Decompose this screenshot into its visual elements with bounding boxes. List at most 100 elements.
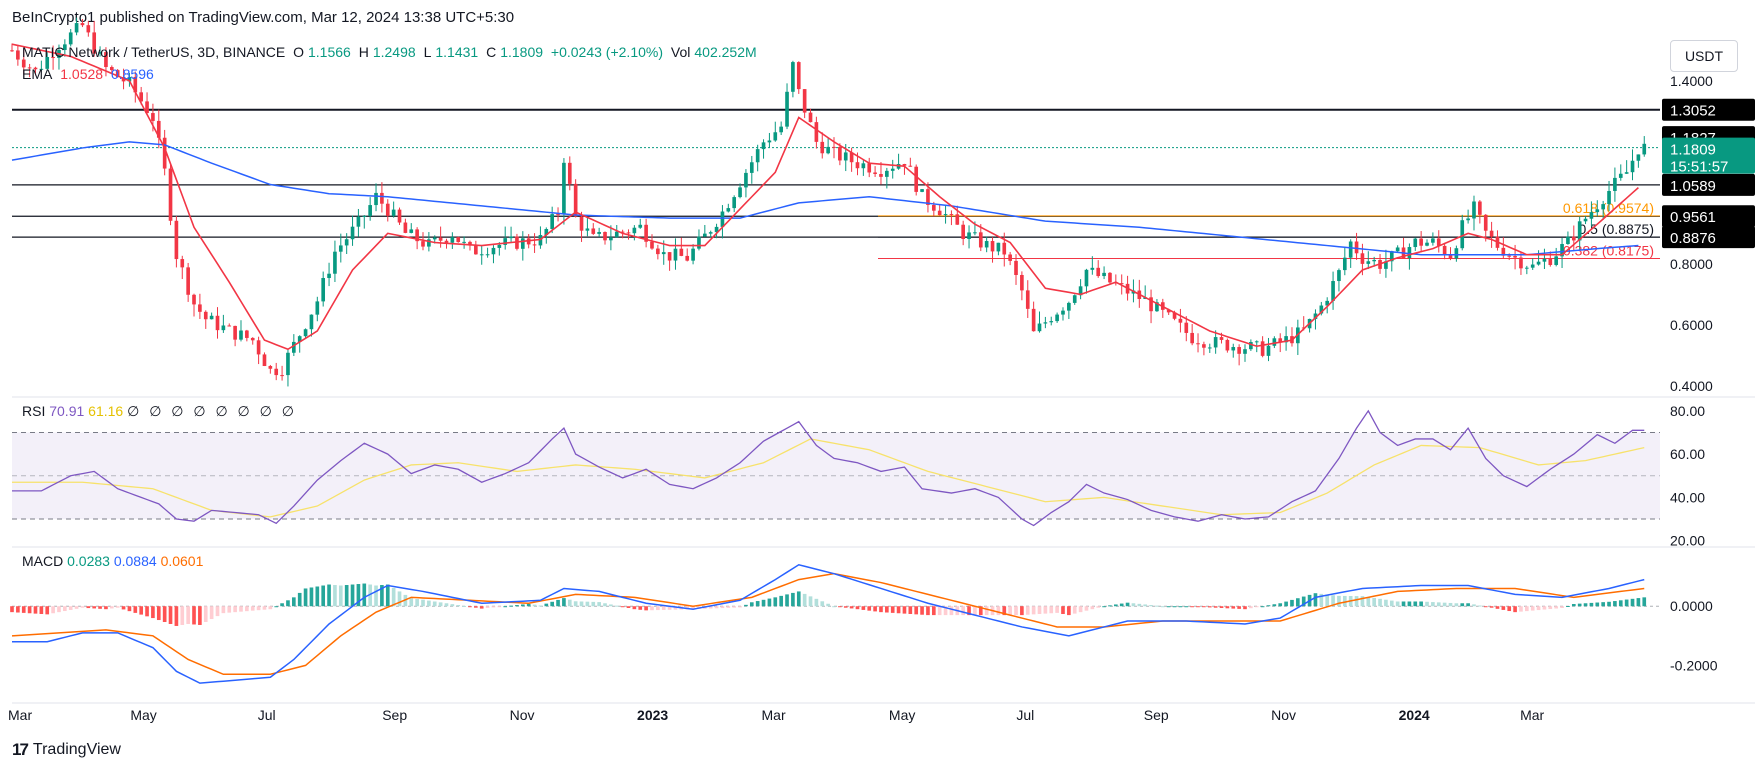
- macd-histogram-bar: [896, 606, 901, 614]
- candle-body: [902, 164, 907, 166]
- candle-body: [1489, 230, 1494, 237]
- rsi-label[interactable]: RSI: [22, 403, 46, 419]
- macd-histogram-bar: [92, 606, 97, 609]
- currency-button[interactable]: USDT: [1670, 40, 1738, 72]
- candle-body: [503, 238, 508, 245]
- level-price-tag-text: 1.3052: [1670, 103, 1716, 120]
- time-axis-tick: May: [889, 707, 915, 723]
- candle-body: [579, 216, 584, 231]
- macd-histogram-bar: [1636, 598, 1641, 607]
- candle-body: [462, 241, 466, 243]
- candle-body: [1571, 236, 1576, 241]
- candle-body: [1149, 297, 1153, 312]
- candle-body: [1172, 312, 1177, 319]
- macd-histogram-bar: [597, 602, 601, 607]
- close-value: 1.1809: [500, 44, 544, 60]
- candle-body: [1202, 344, 1206, 348]
- macd-histogram-bar: [1407, 601, 1412, 607]
- tradingview-logo[interactable]: 17 TradingView: [12, 740, 121, 760]
- macd-histogram-bar: [656, 606, 660, 611]
- candle-body: [180, 259, 185, 268]
- macd-histogram-bar: [1495, 606, 1500, 609]
- fib-level-label: 0.5 (0.8875): [1579, 221, 1655, 237]
- candle-body: [1231, 347, 1236, 351]
- candle-body: [656, 248, 660, 255]
- ema-label[interactable]: EMA: [22, 66, 53, 82]
- macd-histogram-bar: [444, 603, 449, 607]
- macd-histogram-bar: [63, 606, 67, 612]
- candle-body: [380, 192, 384, 204]
- macd-histogram-bar: [450, 604, 455, 607]
- macd-histogram-bar: [1166, 606, 1171, 608]
- macd-histogram-bar: [397, 591, 402, 607]
- macd-histogram-bar: [1413, 601, 1418, 607]
- macd-histogram-bar: [127, 606, 132, 612]
- macd-histogram-bar: [1507, 606, 1512, 612]
- macd-histogram-bar: [1331, 595, 1335, 607]
- candle-body: [1395, 247, 1400, 252]
- candle-body: [338, 245, 343, 252]
- macd-histogram-bar: [667, 606, 672, 610]
- macd-histogram-bar: [468, 606, 472, 608]
- macd-histogram-bar: [1055, 606, 1059, 613]
- macd-histogram-bar: [1366, 597, 1371, 607]
- candle-body: [726, 208, 731, 212]
- macd-line: [12, 563, 1645, 684]
- macd-histogram-bar: [503, 606, 508, 608]
- macd-histogram-bar: [1031, 606, 1036, 615]
- macd-histogram-bar: [1149, 605, 1153, 607]
- macd-histogram-bar: [374, 585, 378, 607]
- candle-body: [708, 232, 713, 234]
- price-axis-tick: 0.4000: [1670, 378, 1713, 394]
- candle-body: [996, 242, 1001, 252]
- candle-body: [832, 146, 836, 148]
- macd-histogram-bar: [286, 600, 290, 607]
- macd-histogram-bar: [814, 598, 819, 607]
- candle-body: [203, 311, 208, 320]
- candle-body: [1448, 254, 1453, 259]
- candle-body: [1460, 220, 1465, 249]
- candle-body: [468, 241, 472, 246]
- macd-histogram-bar: [1337, 595, 1341, 607]
- candle-body: [350, 226, 355, 240]
- macd-histogram-bar: [1530, 606, 1535, 611]
- candle-body: [1601, 204, 1605, 210]
- candle-body: [1407, 247, 1412, 259]
- macd-histogram-bar: [1613, 601, 1617, 607]
- macd-histogram-bar: [1096, 606, 1101, 608]
- candle-body: [174, 220, 179, 260]
- candle-body: [1618, 173, 1623, 178]
- candle-body: [1436, 238, 1441, 246]
- macd-histogram-bar: [333, 585, 337, 607]
- candle-body: [1560, 243, 1564, 257]
- candle-body: [855, 162, 860, 169]
- macd-histogram-bar: [391, 587, 396, 607]
- candle-body: [274, 368, 279, 376]
- candle-body: [1472, 201, 1476, 219]
- macd-histogram-bar: [1589, 602, 1594, 607]
- candle-body: [63, 44, 67, 50]
- macd-histogram-bar: [1354, 596, 1359, 607]
- macd-histogram-bar: [808, 596, 813, 607]
- candle-body: [209, 315, 214, 320]
- macd-histogram-bar: [984, 606, 989, 616]
- macd-histogram-bar: [744, 604, 748, 607]
- macd-histogram-bar: [1237, 606, 1241, 609]
- macd-histogram-bar: [585, 601, 590, 607]
- macd-histogram-bar: [33, 606, 38, 614]
- candle-body: [303, 329, 308, 337]
- candle-body: [1548, 258, 1553, 265]
- candle-body: [567, 162, 572, 184]
- macd-histogram-bar: [1372, 597, 1376, 607]
- macd-histogram-bar: [1478, 605, 1482, 607]
- macd-histogram-bar: [614, 605, 619, 607]
- macd-histogram-bar: [1002, 606, 1007, 616]
- macd-histogram-bar: [609, 604, 613, 607]
- macd-histogram-bar: [1536, 606, 1541, 611]
- candle-body: [1419, 238, 1423, 246]
- macd-label[interactable]: MACD: [22, 553, 64, 569]
- symbol-name[interactable]: MATIC Network / TetherUS, 3D, BINANCE: [22, 44, 286, 60]
- macd-histogram-bar: [491, 606, 496, 608]
- macd-histogram-bar: [943, 606, 948, 616]
